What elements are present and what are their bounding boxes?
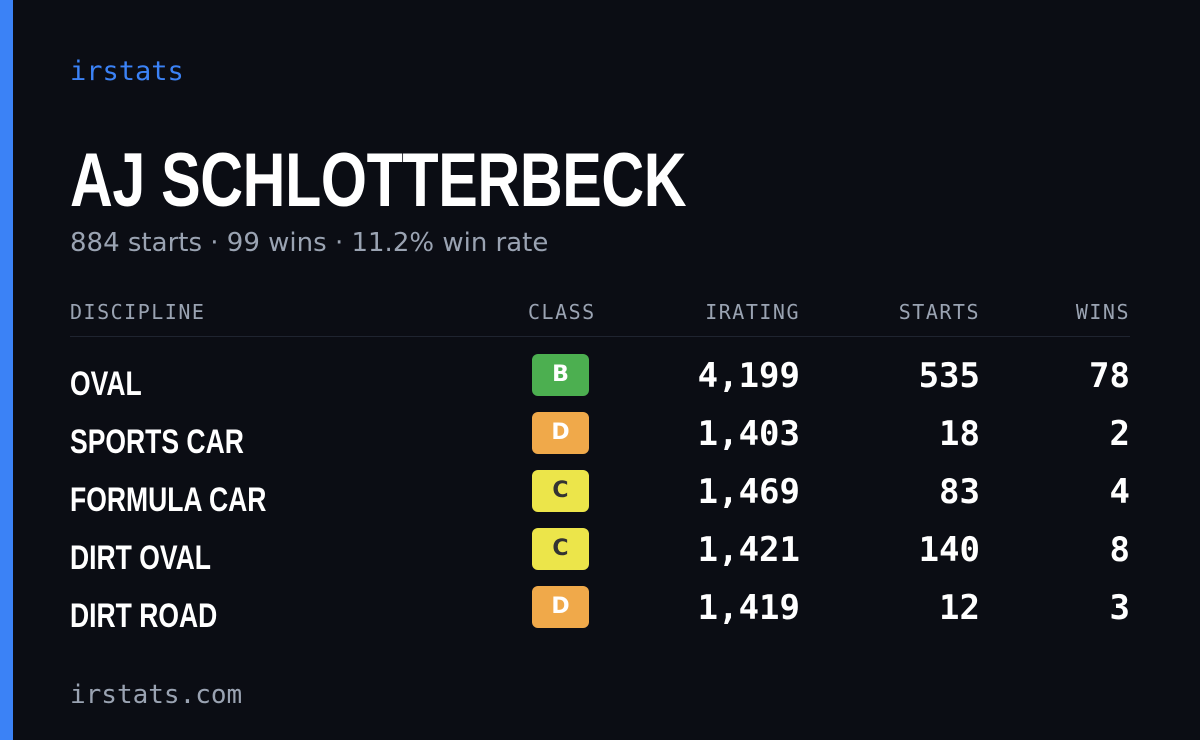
class-badge: D: [532, 586, 589, 628]
starts-value: 535: [918, 356, 980, 396]
discipline-name: OVAL: [70, 365, 142, 403]
starts-value: 140: [918, 530, 980, 570]
wins-value: 3: [1109, 588, 1130, 628]
class-badge: C: [532, 528, 589, 570]
wins-value: 2: [1109, 414, 1130, 454]
table-row: DIRT ROAD D 1,419 12 3: [0, 586, 1200, 644]
separator: ·: [210, 228, 219, 258]
header-divider: [70, 336, 1130, 337]
accent-bar: [0, 0, 13, 740]
discipline-name: SPORTS CAR: [70, 423, 244, 461]
header-class: CLASS: [528, 300, 596, 324]
wins-value: 4: [1109, 472, 1130, 512]
starts-value: 18: [939, 414, 980, 454]
table-row: FORMULA CAR C 1,469 83 4: [0, 470, 1200, 528]
discipline-name: FORMULA CAR: [70, 481, 267, 519]
starts-value: 12: [939, 588, 980, 628]
irating-value: 1,419: [697, 588, 800, 628]
brand-logo-text: irstats: [70, 56, 184, 87]
wins-value: 8: [1109, 530, 1130, 570]
table-row: DIRT OVAL C 1,421 140 8: [0, 528, 1200, 586]
header-irating: IRATING: [705, 300, 800, 324]
class-badge: C: [532, 470, 589, 512]
class-badge: D: [532, 412, 589, 454]
table-row: SPORTS CAR D 1,403 18 2: [0, 412, 1200, 470]
discipline-name: DIRT OVAL: [70, 539, 211, 577]
header-wins: WINS: [1075, 300, 1130, 324]
header-discipline: DISCIPLINE: [70, 300, 206, 324]
irating-value: 4,199: [697, 356, 800, 396]
irating-value: 1,421: [697, 530, 800, 570]
driver-name: AJ SCHLOTTERBECK: [70, 138, 687, 223]
starts-value: 83: [939, 472, 980, 512]
footer-url: irstats.com: [70, 680, 243, 710]
win-rate-summary: 11.2% win rate: [351, 228, 549, 258]
table-row: OVAL B 4,199 535 78: [0, 354, 1200, 412]
wins-summary: 99 wins: [226, 228, 327, 258]
irating-value: 1,403: [697, 414, 800, 454]
discipline-name: DIRT ROAD: [70, 597, 218, 635]
class-badge: B: [532, 354, 589, 396]
driver-summary: 884 starts · 99 wins · 11.2% win rate: [70, 228, 548, 258]
wins-value: 78: [1089, 356, 1130, 396]
irating-value: 1,469: [697, 472, 800, 512]
starts-summary: 884 starts: [70, 228, 202, 258]
separator: ·: [334, 228, 344, 258]
header-starts: STARTS: [898, 300, 980, 324]
